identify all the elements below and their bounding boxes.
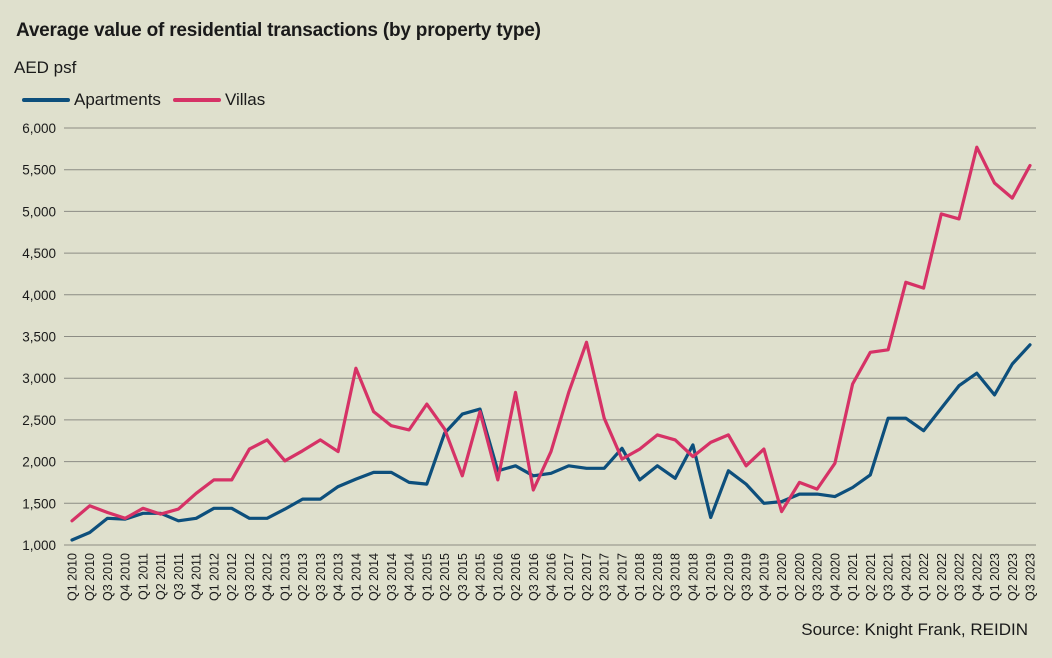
x-tick-label: Q3 2021	[882, 553, 896, 601]
x-tick-label: Q2 2016	[509, 553, 523, 601]
x-tick-label: Q3 2014	[385, 553, 399, 601]
y-tick-label-2000: 2,000	[22, 455, 56, 470]
x-tick-label: Q3 2023	[1024, 553, 1038, 601]
x-tick-label: Q4 2018	[686, 553, 700, 601]
x-tick-label: Q1 2013	[278, 553, 292, 601]
x-tick-label: Q1 2020	[775, 553, 789, 601]
x-tick-label: Q2 2018	[651, 553, 665, 601]
x-tick-label: Q3 2018	[669, 553, 683, 601]
y-axis-unit-label: AED psf	[14, 58, 77, 77]
y-tick-label-2500: 2,500	[22, 413, 56, 428]
x-tick-label: Q1 2016	[491, 553, 505, 601]
x-tick-label: Q2 2020	[793, 553, 807, 601]
x-tick-label: Q4 2017	[615, 553, 629, 601]
x-tick-label: Q3 2011	[172, 553, 186, 600]
x-tick-label: Q3 2022	[953, 553, 967, 601]
x-tick-label: Q3 2020	[811, 553, 825, 601]
x-tick-label: Q1 2014	[349, 553, 363, 601]
x-tick-label: Q3 2015	[456, 553, 470, 601]
x-tick-label: Q2 2014	[367, 553, 381, 601]
y-tick-label-3500: 3,500	[22, 330, 56, 345]
x-tick-label: Q3 2017	[598, 553, 612, 601]
x-tick-label: Q2 2012	[225, 553, 239, 601]
x-tick-label: Q4 2010	[119, 553, 133, 601]
y-tick-label-5000: 5,000	[22, 204, 56, 219]
x-tick-label: Q1 2012	[207, 553, 221, 601]
x-tick-label: Q3 2019	[740, 553, 754, 601]
legend: Apartments Villas	[22, 90, 277, 110]
x-tick-label: Q2 2022	[935, 553, 949, 601]
x-tick-label: Q2 2021	[864, 553, 878, 601]
legend-label-apartments: Apartments	[74, 90, 161, 109]
legend-swatch-apartments	[22, 98, 70, 102]
y-tick-label-4500: 4,500	[22, 246, 56, 261]
x-tick-label: Q1 2011	[136, 553, 150, 600]
source-note: Source: Knight Frank, REIDIN	[801, 620, 1028, 639]
x-tick-label: Q2 2013	[296, 553, 310, 601]
y-tick-label-3000: 3,000	[22, 371, 56, 386]
x-tick-label: Q1 2015	[420, 553, 434, 601]
x-tick-label: Q4 2022	[970, 553, 984, 601]
x-tick-label: Q1 2023	[988, 553, 1002, 601]
x-tick-label: Q1 2018	[633, 553, 647, 601]
x-tick-label: Q3 2010	[101, 553, 115, 601]
y-tick-label-5500: 5,500	[22, 163, 56, 178]
x-tick-label: Q2 2017	[580, 553, 594, 601]
legend-swatch-villas	[172, 98, 221, 102]
y-tick-label-6000: 6,000	[22, 121, 56, 136]
x-tick-label: Q1 2017	[562, 553, 576, 601]
y-tick-label-1500: 1,500	[22, 496, 56, 511]
x-tick-label: Q4 2021	[899, 553, 913, 601]
x-tick-label: Q3 2013	[314, 553, 328, 601]
y-tick-label-4000: 4,000	[22, 288, 56, 303]
series-line-apartments	[70, 343, 1032, 542]
x-tick-label: Q3 2016	[527, 553, 541, 601]
legend-item-apartments: Apartments	[22, 90, 161, 110]
x-tick-label: Q4 2012	[261, 553, 275, 601]
x-tick-label: Q2 2010	[83, 553, 97, 601]
x-tick-label: Q2 2019	[722, 553, 736, 601]
legend-item-villas: Villas	[172, 90, 266, 110]
x-tick-label: Q4 2016	[545, 553, 559, 601]
x-tick-label: Q4 2011	[190, 553, 204, 600]
x-tick-label: Q4 2020	[828, 553, 842, 601]
x-tick-label: Q1 2022	[917, 553, 931, 601]
x-tick-label: Q1 2010	[66, 553, 80, 601]
x-tick-label: Q2 2011	[154, 553, 168, 600]
x-tick-label: Q1 2021	[846, 553, 860, 601]
series-line-villas	[70, 145, 1032, 523]
legend-label-villas: Villas	[224, 90, 266, 109]
x-tick-label: Q4 2019	[757, 553, 771, 601]
x-tick-label: Q4 2015	[474, 553, 488, 601]
x-tick-label: Q4 2013	[332, 553, 346, 601]
x-tick-label: Q2 2015	[438, 553, 452, 601]
x-tick-label: Q1 2019	[704, 553, 718, 601]
x-tick-label: Q2 2023	[1006, 553, 1020, 601]
y-tick-label-1000: 1,000	[22, 538, 56, 553]
x-tick-label: Q3 2012	[243, 553, 257, 601]
chart-title: Average value of residential transaction…	[16, 20, 541, 41]
x-tick-label: Q4 2014	[403, 553, 417, 601]
